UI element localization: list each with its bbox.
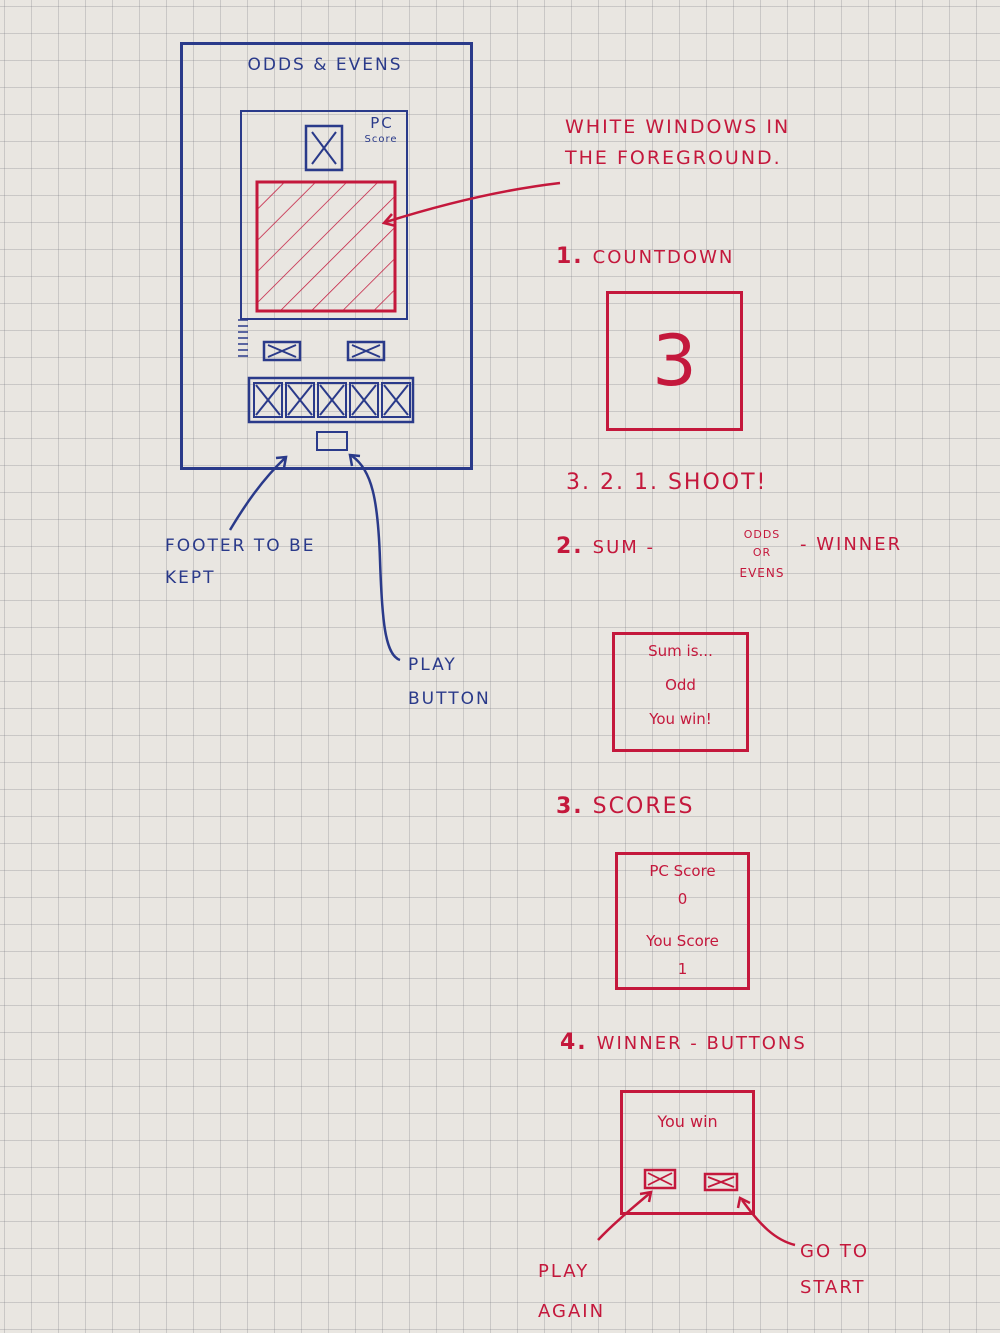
- step-2-tail: - Winner: [800, 534, 903, 555]
- note-go-to-start: Go to start: [800, 1241, 870, 1298]
- choice-button-right: [346, 340, 386, 362]
- step-title: Winner - Buttons: [596, 1033, 807, 1054]
- scores-box: [615, 852, 750, 990]
- sum-line-2: Odd: [665, 676, 696, 694]
- step-number: 1.: [556, 244, 584, 269]
- wireframe-frame: [180, 42, 473, 470]
- number-buttons-row: [247, 376, 415, 424]
- countdown-box: 3: [606, 291, 743, 431]
- go-to-start-button-placeholder: [703, 1172, 739, 1192]
- pc-score-label: PC: [370, 114, 394, 132]
- winner-box: [620, 1090, 755, 1215]
- countdown-digit: 3: [652, 320, 697, 402]
- button-placeholder-icon: [346, 340, 386, 362]
- pc-score-title: PC Score: [649, 862, 716, 880]
- image-placeholder-icon: [304, 124, 344, 172]
- step-title: Countdown: [592, 247, 735, 268]
- button-placeholder-icon: [703, 1172, 739, 1192]
- pc-choice-image-placeholder: [304, 124, 344, 172]
- step-3-heading: 3. Scores: [556, 794, 694, 819]
- pc-score-sub: Score: [364, 134, 398, 145]
- play-button-placeholder: [316, 431, 348, 451]
- you-score-title: You Score: [646, 932, 719, 950]
- arrow-play-button: [348, 453, 401, 662]
- you-score-value: 1: [677, 960, 688, 978]
- button-placeholder-icon: [262, 340, 302, 362]
- step-title: Sum -: [592, 537, 656, 558]
- step-number: 3.: [556, 794, 584, 819]
- step-2-sub-or: or: [752, 546, 772, 559]
- choice-button-left: [262, 340, 302, 362]
- play-again-button-placeholder: [643, 1168, 677, 1190]
- sum-line-3: You win!: [649, 710, 712, 728]
- step-2-heading: 2. Sum -: [556, 534, 655, 559]
- pc-score-value: 0: [677, 890, 688, 908]
- step-number: 2.: [556, 534, 584, 559]
- step-title: Scores: [592, 794, 695, 819]
- countdown-caption: 3. 2. 1. Shoot!: [566, 470, 768, 495]
- sum-box: [612, 632, 749, 752]
- note-play-again: Play again: [538, 1261, 606, 1322]
- step-4-heading: 4. Winner - Buttons: [560, 1030, 807, 1055]
- step-2-sub-odds: odds: [743, 528, 781, 541]
- winner-title: You win: [657, 1112, 718, 1131]
- step-1-heading: 1. Countdown: [556, 244, 734, 269]
- wireframe-title: Odds & Evens: [247, 55, 403, 75]
- sum-line-1: Sum is...: [648, 642, 713, 660]
- button-placeholder-icon: [643, 1168, 677, 1190]
- note-play-button: Play button: [408, 655, 491, 709]
- scroll-scribble: [236, 318, 250, 363]
- step-number: 4.: [560, 1030, 588, 1055]
- step-2-sub-evens: evens: [739, 566, 785, 580]
- note-footer: Footer to be kept: [165, 536, 316, 588]
- foreground-window-hatched: [255, 180, 397, 313]
- annotation-white-windows: White windows in the foreground.: [565, 116, 791, 169]
